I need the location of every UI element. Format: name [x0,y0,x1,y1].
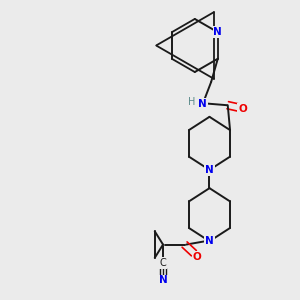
Text: N: N [213,27,222,37]
Text: N: N [199,98,207,109]
Text: N: N [205,236,214,246]
Text: O: O [193,252,202,262]
Text: C: C [160,258,167,268]
Text: H: H [188,97,195,107]
Text: N: N [159,275,167,285]
Text: O: O [238,103,247,113]
Text: N: N [205,165,214,175]
